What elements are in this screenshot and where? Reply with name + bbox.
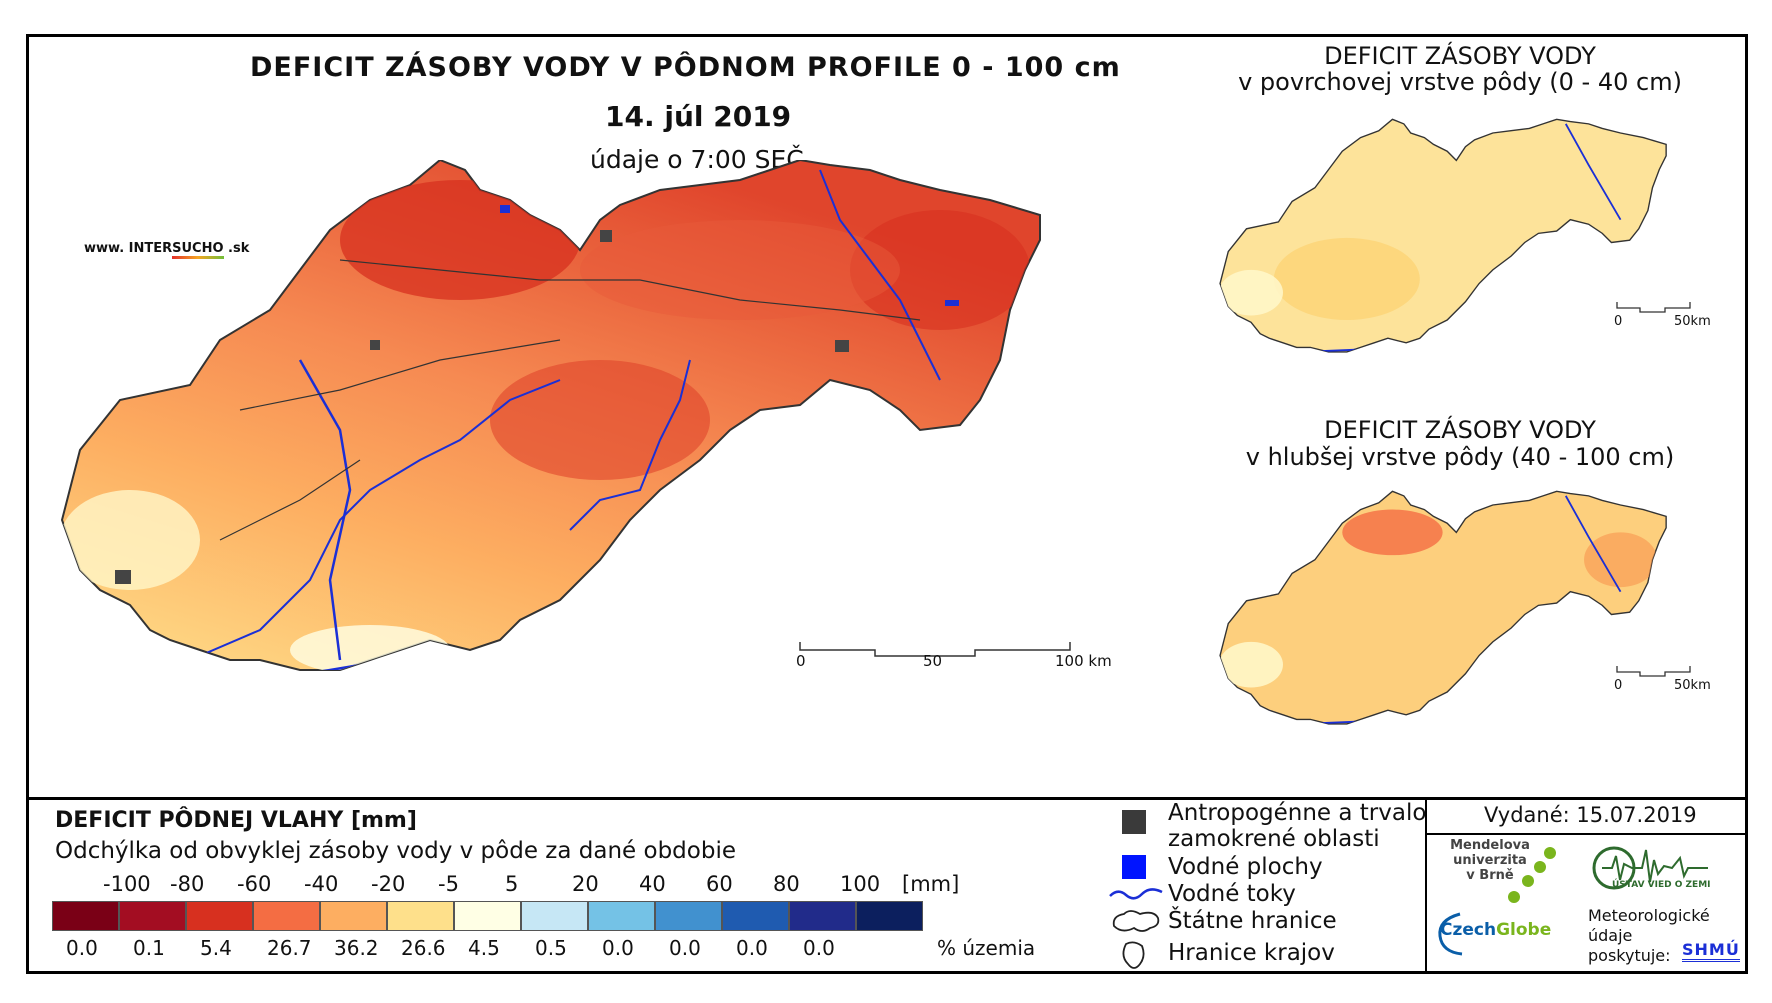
czechglobe-part1: Czech (1440, 920, 1497, 940)
czechglobe-swoosh-icon (1438, 912, 1463, 956)
legend-swatch (722, 901, 789, 931)
legend-swatch (655, 901, 722, 931)
website-brand: SUCHO (172, 241, 224, 259)
legend-tick-label: -100 (103, 872, 151, 896)
legend-percent-value: 0.0 (736, 936, 768, 960)
mini-map-1-scale-50: 50km (1674, 314, 1711, 329)
mini-map-2-scale-50: 50km (1674, 678, 1711, 693)
data-time: údaje o 7:00 SEČ (590, 145, 804, 174)
percent-label: % územia (937, 936, 1036, 960)
legend-tick-label: -60 (237, 872, 272, 896)
legend-percent-value: 0.0 (669, 936, 701, 960)
mendel-line1: Mendelova (1450, 838, 1530, 853)
legend-percent-value: 0.0 (602, 936, 634, 960)
legend-tick-label: 60 (706, 872, 733, 896)
legend-percent-value: 0.0 (66, 936, 98, 960)
legend-swatch (320, 901, 387, 931)
footer-vertical-divider (1425, 797, 1427, 974)
main-scale-label-50: 50 (923, 652, 943, 670)
mendel-logo-text: Mendelova univerzita v Brně (1445, 838, 1535, 883)
legend-percent-value: 36.2 (334, 936, 379, 960)
meteo-line3: poskytuje: (1588, 946, 1671, 965)
main-scale-label-0: 0 (796, 652, 806, 670)
mini-map-2-title-line1: DEFICIT ZÁSOBY VODY (1324, 416, 1596, 444)
legend-percent-value: 26.7 (267, 936, 312, 960)
legend-tick-label: 20 (572, 872, 599, 896)
meteo-line1: Meteorologické (1588, 906, 1710, 925)
urban-area-label-line2: zamokrené oblasti (1168, 826, 1380, 852)
meteo-line2: údaje (1588, 926, 1633, 945)
state-border-label: Štátne hranice (1168, 908, 1337, 934)
main-scale-label-100: 100 km (1055, 652, 1112, 670)
main-deficit-map (61, 160, 1041, 671)
mendel-line3: v Brně (1466, 868, 1514, 883)
legend-swatch (387, 901, 454, 931)
legend-percent-value: 5.4 (200, 936, 232, 960)
mendel-dots-logo (1508, 847, 1556, 903)
river-label: Vodné toky (1168, 881, 1296, 907)
legend-percent-value: 26.6 (401, 936, 446, 960)
legend-swatch (52, 901, 119, 931)
uvz-logo-icon (1592, 846, 1708, 890)
legend-percent-value: 0.1 (133, 936, 165, 960)
main-scale-bar (799, 642, 1071, 657)
mendel-line2: univerzita (1453, 853, 1527, 868)
mini-map-1-title-line2: v povrchovej vrstve pôdy (0 - 40 cm) (1238, 68, 1682, 96)
shmu-logo: SHMÚ (1682, 940, 1740, 962)
legend-swatch (454, 901, 521, 931)
legend-percent-value: 0.0 (803, 936, 835, 960)
website-prefix: www. INTER (84, 241, 173, 256)
river-line-icon (1109, 888, 1163, 900)
mini-map-2-title-line2: v hlubšej vrstve pôdy (40 - 100 cm) (1245, 443, 1675, 471)
footer-horizontal-divider (1425, 833, 1748, 835)
legend-tick-label: 100 (840, 872, 881, 896)
uvz-logo-text: ÚSTAV VIED O ZEMI (1612, 880, 1711, 890)
water-body-label: Vodné plochy (1168, 854, 1323, 880)
urban-area-swatch (1122, 810, 1146, 834)
map-date: 14. júl 2019 (605, 100, 792, 133)
legend-swatch (253, 901, 320, 931)
legend-tick-label: -40 (304, 872, 339, 896)
legend-title: DEFICIT PÔDNEJ VLAHY [mm] (55, 808, 417, 833)
czechglobe-logo: CzechGlobe (1440, 920, 1551, 940)
legend-swatch (856, 901, 923, 931)
mini-map-1-scale-bar (1616, 302, 1691, 313)
legend-divider (26, 797, 1748, 800)
region-border-icon (1122, 941, 1145, 969)
mini-map-2-scale-bar (1616, 666, 1691, 677)
legend-swatch (588, 901, 655, 931)
legend-tick-label: 40 (639, 872, 666, 896)
legend-subtitle: Odchýlka od obvyklej zásoby vody v pôde … (55, 838, 736, 864)
urban-area-label-line1: Antropogénne a trvalo (1168, 800, 1427, 826)
legend-percent-value: 0.5 (535, 936, 567, 960)
mini-map-1-title-line1: DEFICIT ZÁSOBY VODY (1324, 42, 1596, 70)
legend-tick-label: -20 (371, 872, 406, 896)
website-suffix: .sk (223, 241, 250, 256)
legend-tick-label: 5 (505, 872, 519, 896)
mini-map-1-scale-0: 0 (1614, 314, 1623, 329)
water-body-swatch (1122, 855, 1146, 879)
legend-tick-label: 80 (773, 872, 800, 896)
legend-swatch (119, 901, 186, 931)
issued-date: Vydané: 15.07.2019 (1484, 803, 1697, 827)
region-border-label: Hranice krajov (1168, 940, 1335, 966)
mini-map-deep (1219, 490, 1667, 725)
legend-unit: [mm] (902, 872, 960, 896)
czechglobe-part2: Globe (1496, 920, 1552, 940)
state-border-icon (1112, 910, 1160, 932)
map-frame (26, 34, 1748, 974)
mini-map-surface (1219, 118, 1667, 353)
legend-swatch (186, 901, 253, 931)
legend-percent-value: 4.5 (468, 936, 500, 960)
legend-tick-label: -5 (438, 872, 459, 896)
legend-tick-label: -80 (170, 872, 205, 896)
legend-swatch (789, 901, 856, 931)
legend-swatch (521, 901, 588, 931)
website-link[interactable]: www. INTERSUCHO .sk (84, 241, 250, 259)
main-title: DEFICIT ZÁSOBY VODY V PÔDNOM PROFILE 0 -… (250, 52, 1121, 83)
mini-map-2-scale-0: 0 (1614, 678, 1623, 693)
